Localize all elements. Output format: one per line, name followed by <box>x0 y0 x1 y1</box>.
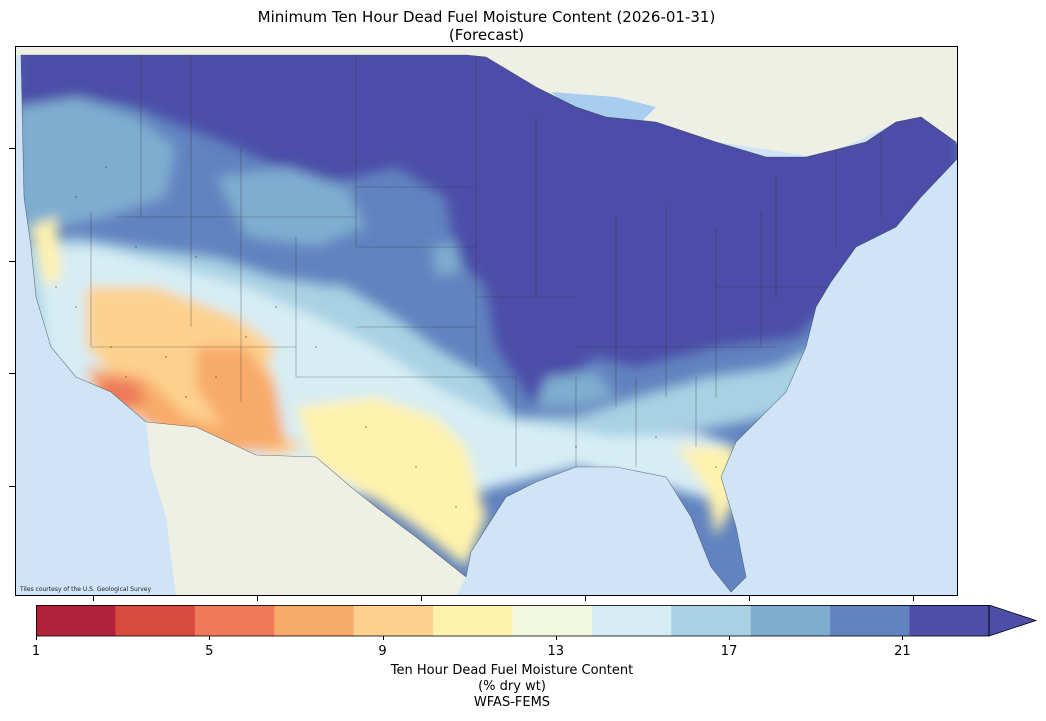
colorbar-label: Ten Hour Dead Fuel Moisture Content <box>390 663 634 678</box>
x-tick-mark <box>257 596 258 601</box>
y-tick-mark <box>9 373 15 374</box>
colorbar <box>36 605 1038 637</box>
colorbar-bin <box>194 605 275 636</box>
colorbar-bin <box>274 605 355 636</box>
colorbar-bin <box>353 605 434 636</box>
x-tick-mark <box>421 596 422 601</box>
colorbar-tick-label: 21 <box>894 644 911 659</box>
state-borders <box>90 55 882 467</box>
x-tick-mark <box>749 596 750 601</box>
x-tick-mark <box>93 596 94 601</box>
colorbar-bin <box>750 605 831 636</box>
colorbar-tick-mark <box>382 636 384 640</box>
tile-attribution: Tiles courtesy of the U.S. Geological Su… <box>20 586 152 593</box>
colorbar-tick-label: 13 <box>547 644 565 659</box>
us-outline <box>20 54 957 593</box>
x-tick-mark <box>585 596 586 601</box>
y-tick-mark <box>9 486 15 487</box>
map-title: Minimum Ten Hour Dead Fuel Moisture Cont… <box>257 8 716 26</box>
colorbar-tick-label: 5 <box>205 644 214 659</box>
colorbar-tick-label: 9 <box>378 644 387 659</box>
y-tick-mark <box>9 261 15 262</box>
colorbar-tick-label: 1 <box>31 644 41 659</box>
colorbar-source: WFAS-FEMS <box>473 695 551 710</box>
mexico-land <box>146 422 466 595</box>
colorbar-bin <box>512 605 593 636</box>
x-tick-mark <box>913 596 914 601</box>
colorbar-bin <box>36 605 116 636</box>
canada-land <box>16 47 957 157</box>
colorbar-frame <box>36 605 990 637</box>
colorbar-bin <box>830 605 911 636</box>
colorbar-tick-mark <box>36 636 37 640</box>
colorbar-units: (% dry wt) <box>478 679 546 694</box>
colorbar-bin <box>115 605 196 636</box>
colorbar-tick-mark <box>209 636 211 640</box>
map-panel[interactable]: Tiles courtesy of the U.S. Geological Su… <box>15 46 958 596</box>
colorbar-bin <box>671 605 752 636</box>
station-dots <box>55 166 717 508</box>
colorbar-bin <box>591 605 672 636</box>
fuel-moisture-map <box>16 47 957 595</box>
colorbar-bin <box>909 605 990 636</box>
colorbar-tick-mark <box>729 636 731 640</box>
colorbar-tick-mark <box>555 636 557 640</box>
y-tick-mark <box>9 148 15 149</box>
colorbar-tick-label: 17 <box>720 644 738 659</box>
map-subtitle: (Forecast) <box>448 26 525 44</box>
colorbar-extend-arrow <box>988 605 1038 637</box>
colorbar-tick-mark <box>902 636 904 640</box>
colorbar-bin <box>433 605 513 636</box>
